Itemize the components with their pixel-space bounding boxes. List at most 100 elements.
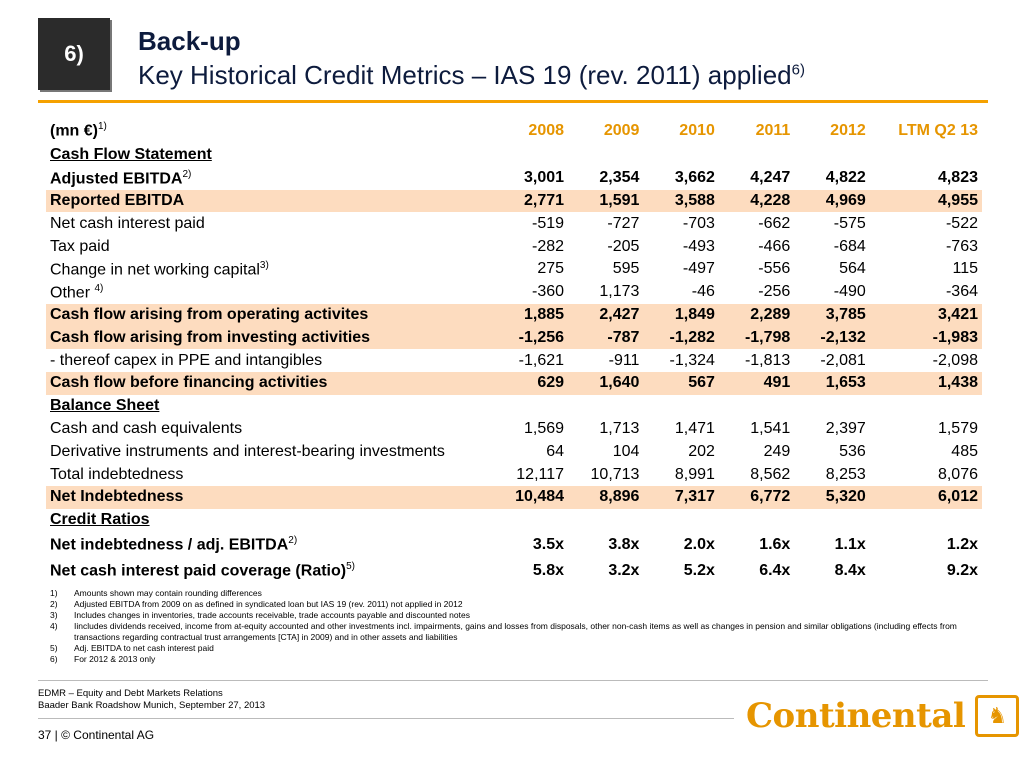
value-cell: 1.1x <box>834 535 866 553</box>
footnote-ref: 2) <box>182 168 192 180</box>
value-cell: 1,591 <box>568 189 644 213</box>
year-header: 2008 <box>528 122 565 139</box>
value-cell: 8,076 <box>937 465 978 483</box>
value-cell: 3,001 <box>523 169 565 187</box>
row-label: Total indebtedness <box>50 465 184 483</box>
row-label-cell: Cash flow arising from operating activit… <box>46 303 493 327</box>
value-cell: 2.0x <box>683 535 715 553</box>
row-label-cell: Total indebtedness <box>46 463 493 486</box>
value-cell: -684 <box>833 237 866 255</box>
value-cell: 2,427 <box>568 303 644 327</box>
value-cell <box>870 509 982 532</box>
row-label-cell: Net indebtedness / adj. EBITDA2) <box>46 532 493 558</box>
value-cell: 3,785 <box>794 303 870 327</box>
value-cell: 8,991 <box>674 465 715 483</box>
value-cell: -205 <box>607 237 640 255</box>
value-cell: 2,354 <box>599 169 640 187</box>
row-label: Cash flow arising from investing activit… <box>50 328 371 346</box>
value-cell: 4,228 <box>718 189 795 213</box>
value-cell: -522 <box>945 214 978 232</box>
page-number-copyright: 37 | © Continental AG <box>38 728 155 742</box>
value-cell: 4,822 <box>825 169 866 187</box>
row-label: Other <box>50 283 95 301</box>
row-label: Cash Flow Statement <box>50 146 212 164</box>
value-cell: 5.8x <box>532 561 565 579</box>
value-cell: 9.2x <box>946 561 978 579</box>
value-cell: 64 <box>546 442 565 460</box>
section-row: Balance Sheet <box>46 395 982 418</box>
row-label-cell: Net cash interest paid <box>46 212 493 235</box>
footnote-text: Amounts shown may contain rounding diffe… <box>74 588 262 598</box>
row-label-cell: Change in net working capital3) <box>46 258 493 281</box>
value-cell: 3.2x <box>608 561 640 579</box>
value-cell: 491 <box>718 371 795 395</box>
value-cell: 8,562 <box>750 465 791 483</box>
value-cell: 1,885 <box>492 303 569 327</box>
row-label: Tax paid <box>50 237 110 255</box>
footnote: 4) Iincludes dividends received, income f… <box>50 621 980 643</box>
slide-title: Back-up Key Historical Credit Metrics – … <box>138 28 805 88</box>
value-cell: 1,569 <box>523 419 565 437</box>
value-cell: 8.4x <box>834 561 866 579</box>
row-label: Net indebtedness / adj. EBITDA <box>50 536 289 554</box>
value-cell: 2,289 <box>718 303 795 327</box>
footer-divider-bottom <box>38 718 734 719</box>
value-cell: 10,713 <box>590 465 640 483</box>
value-cell: 1.2x <box>946 535 978 553</box>
table-row: Tax paid -282 -205 -493 -466 -684 -763 <box>46 235 982 258</box>
value-cell <box>643 509 718 532</box>
value-cell: -2,132 <box>794 326 870 350</box>
table-row: Cash flow arising from operating activit… <box>46 303 982 327</box>
footnotes: 1) Amounts shown may contain rounding dif… <box>50 588 980 665</box>
footer-divider-top <box>38 680 988 681</box>
footnote-ref: 2) <box>288 534 298 546</box>
value-cell <box>568 509 643 532</box>
footnote-ref: 3) <box>259 259 269 271</box>
value-cell: 1,579 <box>937 419 978 437</box>
value-cell <box>719 395 794 418</box>
row-label-cell: Cash and cash equivalents <box>46 418 493 441</box>
row-label-cell: Derivative instruments and interest-bear… <box>46 440 493 463</box>
footnote-number: 5) <box>50 643 58 653</box>
value-cell: 8,896 <box>568 485 644 509</box>
credit-metrics-table: (mn €)1) 2008 2009 2010 2011 2012 LTM Q2… <box>46 118 982 584</box>
value-cell: -364 <box>945 283 978 301</box>
value-cell: -490 <box>833 283 866 301</box>
unit-label: (mn €) <box>50 122 98 140</box>
year-header: 2011 <box>755 122 791 139</box>
value-cell <box>719 509 794 532</box>
table-row: Reported EBITDA 2,771 1,591 3,588 4,228 4,969… <box>46 189 982 213</box>
logo-wordmark: Continental <box>746 696 966 736</box>
value-cell <box>794 144 869 167</box>
section-number-badge: 6) <box>38 18 110 90</box>
value-cell: 1,713 <box>599 419 640 437</box>
value-cell: 1,173 <box>599 283 640 301</box>
value-cell: 10,484 <box>492 485 569 509</box>
continental-logo: Continental ♞ <box>746 695 1020 737</box>
value-cell <box>643 395 718 418</box>
footnote-text: Adj. EBITDA to net cash interest paid <box>74 643 214 653</box>
value-cell: 1,640 <box>568 371 644 395</box>
value-cell: 2,771 <box>492 189 569 213</box>
value-cell: -787 <box>568 326 644 350</box>
footnote: 5) Adj. EBITDA to net cash interest paid <box>50 643 980 654</box>
footnote-text: Includes changes in inventories, trade a… <box>74 610 470 620</box>
value-cell: 3.5x <box>532 535 565 553</box>
row-label: Credit Ratios <box>50 511 150 529</box>
footnote: 6) For 2012 & 2013 only <box>50 654 980 665</box>
value-cell: 115 <box>952 260 978 278</box>
value-cell: 6,772 <box>718 485 795 509</box>
table-row: Derivative instruments and interest-bear… <box>46 440 982 463</box>
title-line-2: Key Historical Credit Metrics – IAS 19 (… <box>138 62 805 88</box>
value-cell: -2,098 <box>932 351 978 369</box>
value-cell: -360 <box>531 283 565 301</box>
row-label-cell: Net cash interest paid coverage (Ratio)5… <box>46 558 493 584</box>
value-cell: 2,397 <box>825 419 866 437</box>
value-cell: 7,317 <box>643 485 719 509</box>
table-row: Change in net working capital3) 275 595 -49… <box>46 258 982 281</box>
table-header-row: (mn €)1) 2008 2009 2010 2011 2012 LTM Q2… <box>46 118 982 144</box>
value-cell <box>568 395 643 418</box>
row-label: Cash and cash equivalents <box>50 419 243 437</box>
value-cell: 6,012 <box>869 485 982 509</box>
year-header: 2010 <box>679 122 715 139</box>
